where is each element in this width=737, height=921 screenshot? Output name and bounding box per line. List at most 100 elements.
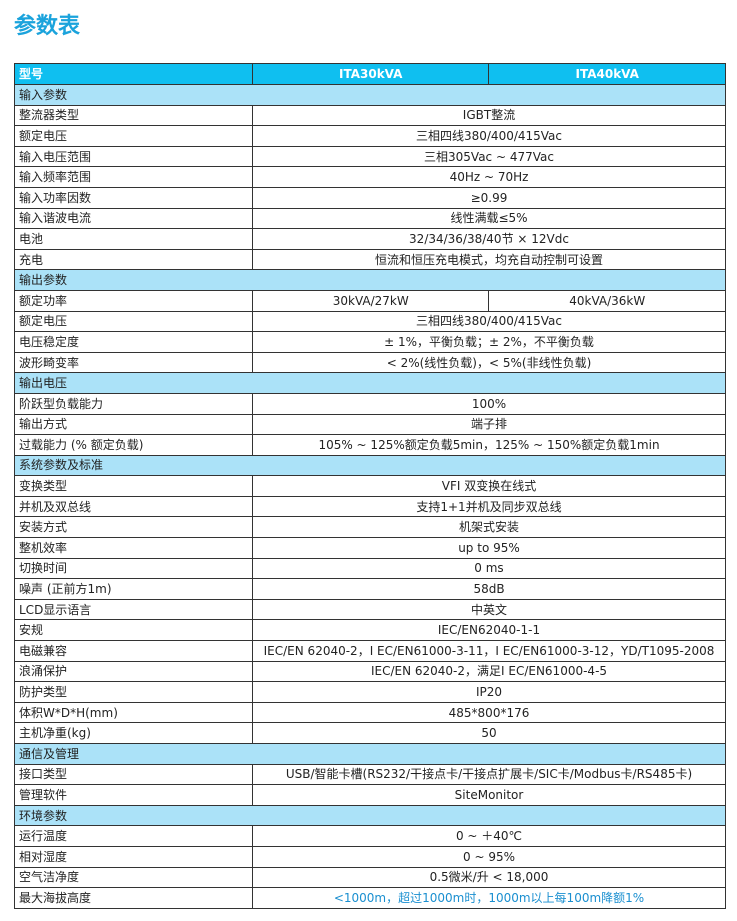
row-label: 主机净重(kg): [14, 722, 253, 744]
row-label: 电磁兼容: [14, 640, 253, 662]
row-label: 管理软件: [14, 784, 253, 806]
row-value: 三相四线380/400/415Vac: [252, 125, 726, 147]
table-row: 安规 IEC/EN62040-1-1: [14, 619, 726, 642]
table-row: 浪涌保护 IEC/EN 62040-2，满足I EC/EN61000-4-5: [14, 660, 726, 683]
row-label: 防护类型: [14, 681, 253, 703]
row-label: 变换类型: [14, 475, 253, 497]
row-value: 32/34/36/38/40节 × 12Vdc: [252, 228, 726, 250]
row-value: IEC/EN 62040-2，I EC/EN61000-3-11，I EC/EN…: [252, 640, 726, 662]
row-label: 空气洁净度: [14, 866, 253, 889]
row-value: IP20: [252, 681, 726, 703]
row-value: up to 95%: [252, 537, 726, 559]
row-value: SiteMonitor: [252, 784, 726, 806]
row-label: 浪涌保护: [14, 660, 253, 683]
table-row: 主机净重(kg) 50: [14, 722, 726, 744]
row-label: 输入谐波电流: [14, 207, 253, 230]
row-value: 485*800*176: [252, 701, 726, 724]
row-label: 噪声 (正前方1m): [14, 578, 253, 600]
row-label: 整流器类型: [14, 104, 253, 127]
table-row: LCD显示语言 中英文: [14, 598, 726, 621]
header-ita30kva: ITA30kVA: [251, 63, 490, 85]
row-value: IGBT整流: [252, 104, 726, 127]
row-label: 电池: [14, 228, 253, 250]
section-label: 系统参数及标准: [14, 454, 726, 477]
row-label: LCD显示语言: [14, 598, 253, 621]
table-row: 管理软件 SiteMonitor: [14, 784, 726, 806]
table-row: 电压稳定度 ± 1%，平衡负载；± 2%，不平衡负载: [14, 331, 726, 353]
section-label: 输出电压: [14, 372, 726, 394]
row-label: 阶跃型负载能力: [14, 392, 253, 415]
row-value: 0 ms: [252, 557, 726, 580]
section-row: 输出参数: [14, 269, 726, 291]
table-row: 输入频率范围 40Hz ~ 70Hz: [14, 166, 726, 188]
row-label: 输入电压范围: [14, 145, 253, 168]
table-row: 输出方式 端子排: [14, 413, 726, 436]
table-row: 输入电压范围 三相305Vac ~ 477Vac: [14, 145, 726, 168]
row-label: 过载能力 (% 额定负载): [14, 434, 253, 456]
table-row: 切换时间 0 ms: [14, 557, 726, 580]
row-label: 额定电压: [14, 310, 253, 333]
table-row: 额定功率 30kVA/27kW 40kVA/36kW: [14, 289, 726, 312]
table-row: 输入谐波电流 线性满载≤5%: [14, 207, 726, 230]
row-label: 输入频率范围: [14, 166, 253, 188]
page-title: 参数表: [14, 14, 81, 39]
table-row: 额定电压 三相四线380/400/415Vac: [14, 310, 726, 333]
row-value: IEC/EN 62040-2，满足I EC/EN61000-4-5: [252, 660, 726, 683]
table-row: 输入功率因数 ≥0.99: [14, 186, 726, 209]
row-label: 并机及双总线: [14, 495, 253, 518]
section-row: 输入参数: [14, 84, 726, 106]
table-row: 波形畸变率 < 2%(线性负载)，< 5%(非线性负载): [14, 351, 726, 374]
row-value: USB/智能卡槽(RS232/干接点卡/干接点扩展卡/SIC卡/Modbus卡/…: [252, 763, 726, 786]
table-row: 电池 32/34/36/38/40节 × 12Vdc: [14, 228, 726, 250]
row-label: 波形畸变率: [14, 351, 253, 374]
section-label: 环境参数: [14, 804, 726, 827]
row-label: 输入功率因数: [14, 186, 253, 209]
row-value: 支持1+1并机及同步双总线: [252, 495, 726, 518]
row-label: 最大海拔高度: [14, 887, 253, 909]
table-row: 充电 恒流和恒压充电模式，均充自动控制可设置: [14, 248, 726, 271]
table-row: 并机及双总线 支持1+1并机及同步双总线: [14, 495, 726, 518]
row-value: 0 ~ ＋40℃: [252, 825, 726, 847]
row-value-40kva: 40kVA/36kW: [488, 289, 726, 312]
table-row: 最大海拔高度 <1000m，超过1000m时，1000m以上每100m降额1%: [14, 887, 726, 909]
header-ita40kva: ITA40kVA: [488, 63, 726, 85]
section-row: 通信及管理: [14, 743, 726, 765]
section-label: 通信及管理: [14, 743, 726, 765]
row-value: 三相305Vac ~ 477Vac: [252, 145, 726, 168]
row-value: IEC/EN62040-1-1: [252, 619, 726, 642]
table-row: 整流器类型 IGBT整流: [14, 104, 726, 127]
section-row: 输出电压: [14, 372, 726, 394]
table-row: 运行温度 0 ~ ＋40℃: [14, 825, 726, 847]
header-model-label: 型号: [14, 63, 253, 85]
row-label: 体积W*D*H(mm): [14, 701, 253, 724]
row-label: 相对湿度: [14, 845, 253, 868]
row-label: 接口类型: [14, 763, 253, 786]
row-value: 机架式安装: [252, 516, 726, 539]
table-header-row: 型号 ITA30kVA ITA40kVA: [14, 63, 726, 85]
row-label: 输出方式: [14, 413, 253, 436]
table-row: 阶跃型负载能力 100%: [14, 392, 726, 415]
row-value-30kva: 30kVA/27kW: [251, 289, 490, 312]
section-label: 输出参数: [14, 269, 726, 291]
table-row: 噪声 (正前方1m) 58dB: [14, 578, 726, 600]
row-value: ± 1%，平衡负载；± 2%，不平衡负载: [252, 331, 726, 353]
row-value: 40Hz ~ 70Hz: [252, 166, 726, 188]
row-value: 端子排: [252, 413, 726, 436]
row-value: <1000m，超过1000m时，1000m以上每100m降额1%: [252, 887, 726, 909]
table-row: 体积W*D*H(mm) 485*800*176: [14, 701, 726, 724]
table-row: 安装方式 机架式安装: [14, 516, 726, 539]
row-label: 额定电压: [14, 125, 253, 147]
row-value: 100%: [252, 392, 726, 415]
row-label: 充电: [14, 248, 253, 271]
table-row: 空气洁净度 0.5微米/升 < 18,000: [14, 866, 726, 889]
table-row: 防护类型 IP20: [14, 681, 726, 703]
row-label: 额定功率: [14, 289, 253, 312]
row-value: 恒流和恒压充电模式，均充自动控制可设置: [252, 248, 726, 271]
table-row: 整机效率 up to 95%: [14, 537, 726, 559]
row-value: 105% ~ 125%额定负载5min，125% ~ 150%额定负载1min: [252, 434, 726, 456]
spec-table: 型号 ITA30kVA ITA40kVA 输入参数 整流器类型 IGBT整流 额定电压…: [14, 63, 726, 909]
row-value: ≥0.99: [252, 186, 726, 209]
section-row: 环境参数: [14, 804, 726, 827]
table-row: 接口类型 USB/智能卡槽(RS232/干接点卡/干接点扩展卡/SIC卡/Modb…: [14, 763, 726, 786]
row-label: 运行温度: [14, 825, 253, 847]
